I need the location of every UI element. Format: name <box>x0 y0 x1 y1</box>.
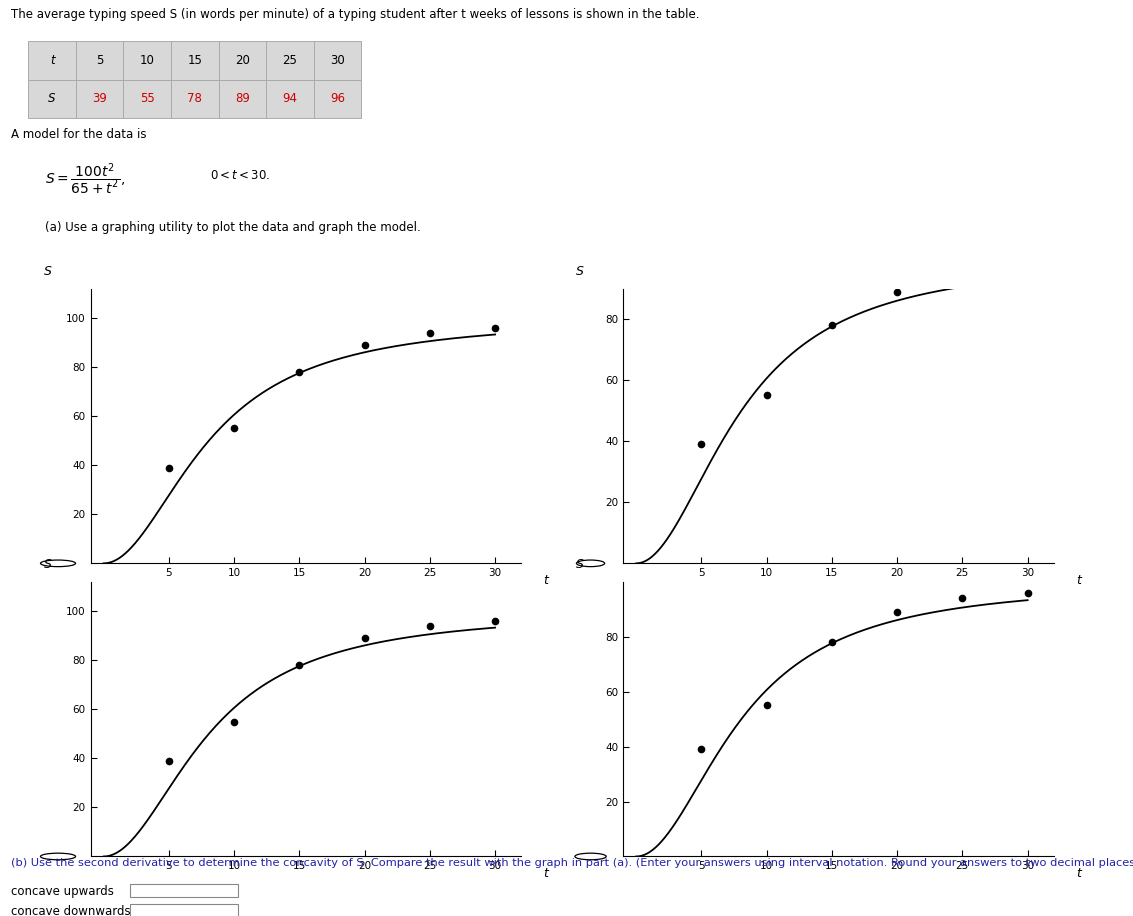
FancyBboxPatch shape <box>28 80 76 118</box>
Text: S: S <box>49 93 56 105</box>
FancyBboxPatch shape <box>28 41 76 80</box>
FancyBboxPatch shape <box>266 41 314 80</box>
FancyBboxPatch shape <box>123 41 171 80</box>
Text: 5: 5 <box>96 54 103 67</box>
Text: (b) Use the second derivative to determine the concavity of S. Compare the resul: (b) Use the second derivative to determi… <box>11 857 1133 867</box>
X-axis label: $t$: $t$ <box>544 867 551 880</box>
X-axis label: $t$: $t$ <box>544 574 551 587</box>
Text: The average typing speed S (in words per minute) of a typing student after t wee: The average typing speed S (in words per… <box>11 7 700 21</box>
Text: 94: 94 <box>282 93 298 105</box>
Text: concave upwards: concave upwards <box>11 885 114 898</box>
Text: $0 < t < 30.$: $0 < t < 30.$ <box>210 169 270 182</box>
X-axis label: $t$: $t$ <box>1076 574 1083 587</box>
Text: 30: 30 <box>330 54 346 67</box>
FancyBboxPatch shape <box>266 80 314 118</box>
FancyBboxPatch shape <box>314 80 361 118</box>
FancyBboxPatch shape <box>219 80 266 118</box>
Text: 25: 25 <box>282 54 298 67</box>
Text: (a) Use a graphing utility to plot the data and graph the model.: (a) Use a graphing utility to plot the d… <box>45 221 421 234</box>
FancyBboxPatch shape <box>171 80 219 118</box>
FancyBboxPatch shape <box>130 884 238 897</box>
Text: A model for the data is: A model for the data is <box>11 128 147 141</box>
Text: $S = \dfrac{100t^2}{65 + t^2},$: $S = \dfrac{100t^2}{65 + t^2},$ <box>45 161 126 197</box>
Y-axis label: $S$: $S$ <box>43 558 52 571</box>
FancyBboxPatch shape <box>123 80 171 118</box>
Y-axis label: $S$: $S$ <box>576 558 585 571</box>
FancyBboxPatch shape <box>130 904 238 916</box>
Y-axis label: $S$: $S$ <box>576 265 585 278</box>
Text: 10: 10 <box>139 54 155 67</box>
Text: 55: 55 <box>139 93 155 105</box>
FancyBboxPatch shape <box>76 80 123 118</box>
Text: 15: 15 <box>187 54 203 67</box>
X-axis label: $t$: $t$ <box>1076 867 1083 880</box>
Y-axis label: $S$: $S$ <box>43 265 52 278</box>
Text: 89: 89 <box>235 93 250 105</box>
Text: 39: 39 <box>92 93 108 105</box>
Text: t: t <box>50 54 54 67</box>
Text: 78: 78 <box>187 93 203 105</box>
Text: 20: 20 <box>235 54 250 67</box>
FancyBboxPatch shape <box>219 41 266 80</box>
FancyBboxPatch shape <box>171 41 219 80</box>
FancyBboxPatch shape <box>76 41 123 80</box>
FancyBboxPatch shape <box>314 41 361 80</box>
Text: concave downwards: concave downwards <box>11 905 131 916</box>
Text: 96: 96 <box>330 93 346 105</box>
